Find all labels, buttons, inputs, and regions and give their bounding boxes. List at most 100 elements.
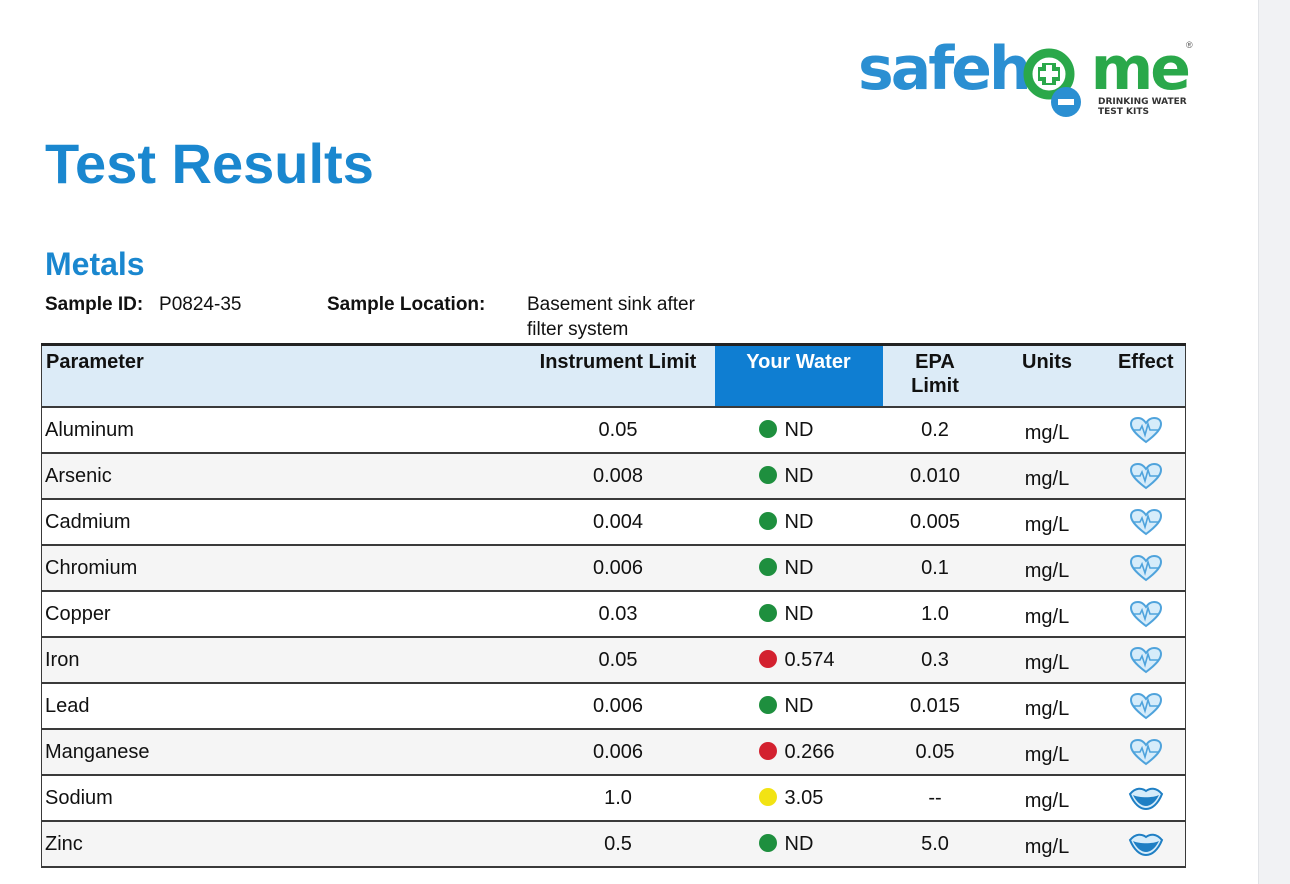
status-green-dot-icon <box>758 465 777 484</box>
cell-parameter: Sodium <box>41 775 522 822</box>
registered-mark: ® <box>1186 40 1193 50</box>
sample-location-label-wrap: Sample Location: <box>327 292 485 317</box>
header-your-water: Your Water <box>714 344 883 408</box>
sample-id: Sample ID: P0824-35 <box>45 292 241 317</box>
cell-your-water-value: 0.574 <box>784 648 835 671</box>
section-title: Metals <box>45 246 145 282</box>
cell-parameter: Zinc <box>41 821 522 868</box>
cell-units: mg/L <box>987 591 1107 638</box>
page-title: Test Results <box>45 132 374 195</box>
cell-epa-limit: 0.005 <box>882 499 988 546</box>
table-row: Aluminum 0.05 ND 0.2 mg/L <box>41 407 1186 454</box>
cell-your-water: ND <box>714 591 883 638</box>
table-row: Zinc 0.5 ND 5.0 mg/L <box>41 821 1186 868</box>
status-green-dot-icon <box>758 557 777 576</box>
cell-effect <box>1106 545 1186 592</box>
logo-plus-minus-icon <box>1023 48 1081 117</box>
cell-units: mg/L <box>987 729 1107 776</box>
cell-parameter: Cadmium <box>41 499 522 546</box>
logo-tagline: DRINKING WATER TEST KITS <box>1098 97 1187 117</box>
cell-your-water: ND <box>714 545 883 592</box>
cell-parameter: Arsenic <box>41 453 522 500</box>
table-row: Chromium 0.006 ND 0.1 mg/L <box>41 545 1186 592</box>
cell-epa-limit: 0.010 <box>882 453 988 500</box>
logo-wordmark: safeh me <box>858 38 1191 100</box>
cell-epa-limit: 5.0 <box>882 821 988 868</box>
cell-effect <box>1106 407 1186 454</box>
header-epa-line2: Limit <box>911 375 959 397</box>
cell-parameter: Aluminum <box>41 407 522 454</box>
cell-units: mg/L <box>987 775 1107 822</box>
cell-your-water-value: ND <box>784 694 814 717</box>
cell-instrument-limit: 0.006 <box>521 545 715 592</box>
table-row: Sodium 1.0 3.05 -- mg/L <box>41 775 1186 822</box>
cell-effect <box>1106 453 1186 500</box>
cell-units: mg/L <box>987 545 1107 592</box>
cell-your-water-value: ND <box>784 418 814 441</box>
cell-your-water: ND <box>714 407 883 454</box>
heart-icon <box>1107 554 1186 582</box>
mouth-icon <box>1107 831 1186 857</box>
status-green-dot-icon <box>758 603 777 622</box>
cell-your-water-value: ND <box>784 556 814 579</box>
cell-effect <box>1106 683 1186 730</box>
cell-instrument-limit: 0.006 <box>521 729 715 776</box>
metals-results-table: Parameter Instrument Limit Your Water EP… <box>41 343 1186 868</box>
sample-id-value: P0824-35 <box>159 294 242 315</box>
header-epa-line1: EPA <box>915 351 955 373</box>
cell-instrument-limit: 0.006 <box>521 683 715 730</box>
cell-instrument-limit: 0.05 <box>521 407 715 454</box>
status-yellow-dot-icon <box>758 787 777 806</box>
cell-your-water-value: ND <box>784 510 814 533</box>
cell-your-water-value: ND <box>784 602 814 625</box>
table-row: Cadmium 0.004 ND 0.005 mg/L <box>41 499 1186 546</box>
cell-instrument-limit: 0.008 <box>521 453 715 500</box>
cell-your-water-value: ND <box>784 464 814 487</box>
status-red-dot-icon <box>758 649 777 668</box>
cell-units: mg/L <box>987 407 1107 454</box>
cell-effect <box>1106 775 1186 822</box>
status-green-dot-icon <box>758 419 777 438</box>
logo-word-before: safeh <box>858 34 1032 104</box>
cell-your-water: 3.05 <box>714 775 883 822</box>
cell-effect <box>1106 729 1186 776</box>
sample-location-value: Basement sink after filter system <box>527 292 695 342</box>
table-row: Iron 0.05 0.574 0.3 mg/L <box>41 637 1186 684</box>
cell-effect <box>1106 499 1186 546</box>
cell-units: mg/L <box>987 637 1107 684</box>
heart-icon <box>1107 416 1186 444</box>
cell-epa-limit: 0.1 <box>882 545 988 592</box>
cell-epa-limit: 0.2 <box>882 407 988 454</box>
cell-epa-limit: -- <box>882 775 988 822</box>
sample-location-line2: filter system <box>527 319 629 340</box>
cell-instrument-limit: 0.05 <box>521 637 715 684</box>
cell-your-water: ND <box>714 821 883 868</box>
heart-icon <box>1107 462 1186 490</box>
cell-your-water: ND <box>714 453 883 500</box>
cell-parameter: Manganese <box>41 729 522 776</box>
sample-location-line1: Basement sink after <box>527 294 695 315</box>
status-red-dot-icon <box>758 741 777 760</box>
cell-your-water: ND <box>714 499 883 546</box>
table-row: Arsenic 0.008 ND 0.010 mg/L <box>41 453 1186 500</box>
status-green-dot-icon <box>758 833 777 852</box>
cell-epa-limit: 0.3 <box>882 637 988 684</box>
cell-your-water: 0.574 <box>714 637 883 684</box>
heart-icon <box>1107 600 1186 628</box>
cell-effect <box>1106 637 1186 684</box>
logo-tagline-line1: DRINKING WATER <box>1098 97 1187 107</box>
heart-icon <box>1107 508 1186 536</box>
cell-parameter: Lead <box>41 683 522 730</box>
status-green-dot-icon <box>758 511 777 530</box>
cell-your-water-value: 3.05 <box>784 786 824 809</box>
safehome-logo: safeh me ® DRINKING WATER TEST KITS <box>858 38 1198 122</box>
cell-instrument-limit: 0.03 <box>521 591 715 638</box>
heart-icon <box>1107 692 1186 720</box>
cell-units: mg/L <box>987 499 1107 546</box>
cell-epa-limit: 0.05 <box>882 729 988 776</box>
cell-your-water-value: ND <box>784 832 814 855</box>
header-effect: Effect <box>1106 344 1186 408</box>
cell-parameter: Chromium <box>41 545 522 592</box>
header-epa-limit: EPA Limit <box>882 344 988 408</box>
table-row: Copper 0.03 ND 1.0 mg/L <box>41 591 1186 638</box>
